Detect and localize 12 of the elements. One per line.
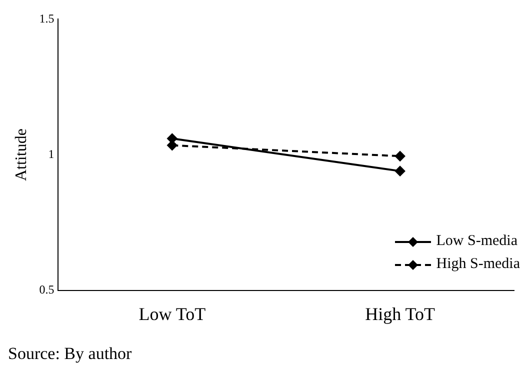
x-tick-label: Low ToT xyxy=(138,304,206,324)
point xyxy=(395,151,406,162)
point xyxy=(167,140,178,150)
x-tick-label: High ToT xyxy=(365,304,436,324)
y-tick-label: 1.5 xyxy=(39,11,54,26)
y-tick-label: 0.5 xyxy=(39,282,54,297)
legend-label: High S-media xyxy=(436,256,520,273)
legend-label: Low S-media xyxy=(436,233,518,250)
y-tick-label: 1 xyxy=(48,146,54,161)
point xyxy=(395,166,406,176)
source-note: Source: By author xyxy=(8,344,133,364)
y-axis-title: Attitude xyxy=(12,128,30,182)
